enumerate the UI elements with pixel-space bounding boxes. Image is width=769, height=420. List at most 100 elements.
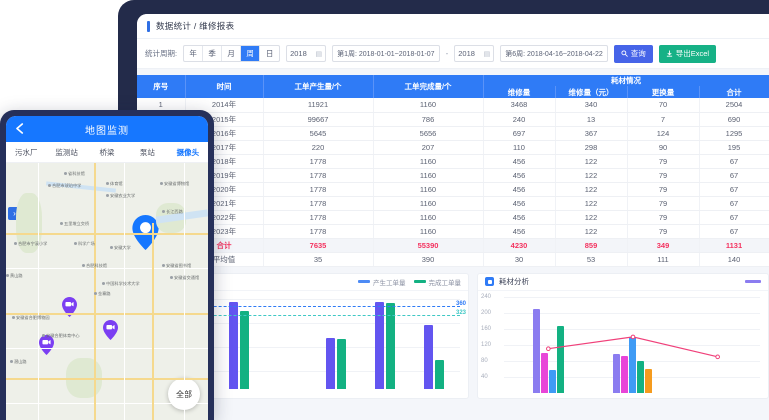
export-button[interactable]: 导出Excel bbox=[658, 44, 717, 63]
consumable-chart-title: 耗材分析 bbox=[499, 277, 529, 286]
chart-bar[interactable] bbox=[556, 326, 564, 393]
table-row: 42017年22020711029890195 bbox=[137, 140, 769, 155]
table-cell: 195 bbox=[699, 140, 769, 155]
table-cell: 1160 bbox=[373, 182, 484, 197]
download-icon bbox=[666, 50, 672, 57]
table-cell: 1160 bbox=[373, 224, 484, 239]
camera-marker[interactable] bbox=[103, 320, 118, 340]
table-cell: 690 bbox=[699, 112, 769, 127]
map-poi-dot bbox=[110, 246, 113, 249]
chart-bar[interactable] bbox=[548, 369, 556, 393]
table-cell: 55390 bbox=[373, 238, 484, 253]
camera-marker[interactable] bbox=[62, 297, 77, 317]
map-canvas[interactable]: › bbox=[6, 163, 208, 420]
chart-y-tick-label: 120 bbox=[481, 341, 492, 348]
map-poi-dot bbox=[74, 242, 77, 245]
table-cell: 367 bbox=[555, 126, 628, 141]
chart-bars bbox=[506, 299, 758, 393]
map-poi-label: 安徽省交通馆 bbox=[174, 275, 200, 280]
chart-bar[interactable] bbox=[386, 302, 396, 389]
week-from-select[interactable]: 第1周: 2018-01-01~2018-01-07 bbox=[332, 45, 440, 62]
map-road-minor bbox=[6, 348, 208, 350]
tab-bridge[interactable]: 桥梁 bbox=[99, 147, 115, 157]
calendar-icon: ▤ bbox=[315, 50, 323, 58]
mobile-tabs: 污水厂 监测站 桥梁 泵站 摄像头 bbox=[6, 142, 208, 163]
chart-y-tick-label: 240 bbox=[481, 293, 492, 300]
chart-bar[interactable] bbox=[636, 360, 644, 393]
map-road-minor bbox=[124, 163, 126, 420]
period-option-year[interactable]: 年 bbox=[184, 46, 204, 61]
table-cell: 79 bbox=[627, 224, 700, 239]
consumable-chart-plot: 240 200 160 120 80 40 bbox=[478, 291, 768, 399]
table-cell: 859 bbox=[555, 238, 628, 253]
map-poi-label: 合肥市宁溪小学 bbox=[18, 241, 48, 246]
chart-y-tick-label: 80 bbox=[481, 357, 488, 364]
chart-bar[interactable] bbox=[423, 324, 433, 389]
tab-monitor-station[interactable]: 监测站 bbox=[55, 147, 78, 157]
table-cell: 1 bbox=[137, 98, 186, 113]
chart-y-tick-label: 40 bbox=[481, 373, 488, 380]
range-separator: - bbox=[445, 49, 449, 58]
table-cell: 340 bbox=[555, 98, 628, 113]
chart-bar[interactable] bbox=[620, 355, 628, 393]
table-row: 62019年177811604561227967 bbox=[137, 168, 769, 183]
tab-sewage-plant[interactable]: 污水厂 bbox=[14, 147, 38, 157]
chart-bar-group bbox=[590, 337, 674, 393]
chart-bar[interactable] bbox=[240, 310, 249, 389]
table-cell: 79 bbox=[627, 210, 700, 225]
chart-bar[interactable] bbox=[434, 359, 444, 389]
table-cell: 67 bbox=[699, 168, 769, 183]
period-option-week[interactable]: 周 bbox=[241, 46, 261, 61]
period-option-month[interactable]: 月 bbox=[222, 46, 242, 61]
table-cell: 13 bbox=[555, 112, 628, 127]
table-cell: 140 bbox=[699, 252, 769, 267]
camera-marker[interactable] bbox=[39, 335, 54, 355]
report-table-wrap: 序号 时间 工单产生量/个 工单完成量/个 耗材情况 维修量 维修量（元） 更换… bbox=[137, 75, 769, 267]
week-to-select[interactable]: 第6周: 2018-04-16~2018-04-22 bbox=[500, 45, 608, 62]
chart-y-tick-label: 160 bbox=[481, 325, 492, 332]
table-cell: 110 bbox=[483, 140, 556, 155]
table-cell: 122 bbox=[555, 182, 628, 197]
chart-bar[interactable] bbox=[612, 353, 620, 393]
table-cell: 67 bbox=[699, 154, 769, 169]
search-button[interactable]: 查询 bbox=[613, 44, 653, 63]
tab-pump-station[interactable]: 泵站 bbox=[139, 147, 155, 157]
table-cell: 122 bbox=[555, 168, 628, 183]
table-cell: 53 bbox=[555, 252, 628, 267]
map-poi-label: 安徽省图书馆 bbox=[166, 263, 192, 268]
legend-label-completed: 完成工单量 bbox=[428, 279, 462, 287]
year-to-value: 2018 bbox=[458, 49, 475, 58]
chart-bar[interactable] bbox=[375, 302, 385, 389]
chart-bar-group bbox=[361, 302, 410, 389]
table-cell: 67 bbox=[699, 224, 769, 239]
year-from-select[interactable]: 2018 ▤ bbox=[286, 45, 327, 62]
table-cell: 4230 bbox=[483, 238, 556, 253]
chevron-left-icon[interactable] bbox=[14, 122, 26, 135]
map-poi-dot bbox=[6, 274, 9, 277]
chart-bar[interactable] bbox=[337, 339, 347, 389]
chart-bar[interactable] bbox=[229, 302, 238, 389]
table-cell: 5656 bbox=[373, 126, 484, 141]
period-segmented-control[interactable]: 年 季 月 周 日 bbox=[183, 45, 281, 62]
chart-bar[interactable] bbox=[540, 352, 548, 393]
table-cell: 1778 bbox=[263, 210, 374, 225]
map-road-minor bbox=[6, 268, 208, 270]
table-cell: 1160 bbox=[373, 154, 484, 169]
period-option-quarter[interactable]: 季 bbox=[203, 46, 223, 61]
table-cell: 1295 bbox=[699, 126, 769, 141]
map-poi-label: 合肥市琥珀中学 bbox=[52, 183, 82, 188]
chart-bar[interactable] bbox=[326, 338, 336, 389]
year-to-select[interactable]: 2018 ▤ bbox=[454, 45, 495, 62]
table-cell: 79 bbox=[627, 154, 700, 169]
consumable-chart-legend bbox=[745, 280, 761, 283]
table-cell: 390 bbox=[373, 252, 484, 267]
table-cell: 1131 bbox=[699, 238, 769, 253]
chart-bar[interactable] bbox=[644, 369, 652, 393]
tab-camera[interactable]: 摄像头 bbox=[176, 147, 200, 157]
chart-bar[interactable] bbox=[628, 337, 636, 393]
chart-bar[interactable] bbox=[532, 308, 540, 393]
table-cell: 456 bbox=[483, 196, 556, 211]
period-option-day[interactable]: 日 bbox=[265, 49, 274, 58]
table-row: 22015年99667786240137690 bbox=[137, 112, 769, 127]
col-group-consumable: 耗材情况 bbox=[483, 75, 769, 86]
